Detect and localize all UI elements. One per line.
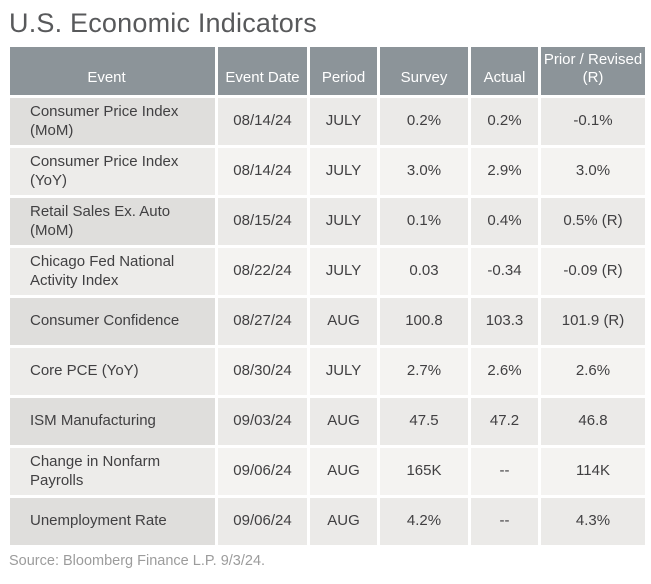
cell-event: Consumer Confidence [10,298,215,346]
cell-actual: 0.4% [471,198,538,246]
cell-prior-revised: 3.0% [541,148,645,196]
cell-period: JULY [310,198,377,246]
column-header-period: Period [310,47,377,96]
cell-actual: -- [471,448,538,496]
cell-actual: -0.34 [471,248,538,296]
cell-actual: 2.6% [471,348,538,396]
cell-prior-revised: 2.6% [541,348,645,396]
cell-event-date: 08/27/24 [218,298,307,346]
cell-event: Consumer Price Index (MoM) [10,98,215,146]
cell-event-date: 08/15/24 [218,198,307,246]
cell-event: Core PCE (YoY) [10,348,215,396]
column-header-survey: Survey [380,47,468,96]
column-header-actual: Actual [471,47,538,96]
cell-period: JULY [310,148,377,196]
cell-survey: 4.2% [380,498,468,546]
cell-period: AUG [310,398,377,446]
cell-period: JULY [310,248,377,296]
cell-event-date: 08/14/24 [218,148,307,196]
cell-period: AUG [310,498,377,546]
column-header-event: Event [10,47,215,96]
cell-event-date: 08/30/24 [218,348,307,396]
cell-prior-revised: 101.9 (R) [541,298,645,346]
cell-prior-revised: 114K [541,448,645,496]
cell-survey: 3.0% [380,148,468,196]
cell-survey: 2.7% [380,348,468,396]
cell-survey: 47.5 [380,398,468,446]
source-note: Source: Bloomberg Finance L.P. 9/3/24. [9,553,266,570]
cell-event: Retail Sales Ex. Auto (MoM) [10,198,215,246]
cell-actual: 103.3 [471,298,538,346]
cell-period: AUG [310,448,377,496]
cell-actual: -- [471,498,538,546]
cell-event-date: 09/06/24 [218,498,307,546]
cell-period: JULY [310,98,377,146]
cell-event: Change in Nonfarm Payrolls [10,448,215,496]
cell-event: Consumer Price Index (YoY) [10,148,215,196]
cell-prior-revised: 0.5% (R) [541,198,645,246]
cell-survey: 165K [380,448,468,496]
cell-prior-revised: -0.09 (R) [541,248,645,296]
economic-indicators-table: Event Event Date Period Survey Actual Pr… [10,47,645,546]
cell-event-date: 09/06/24 [218,448,307,496]
cell-survey: 0.2% [380,98,468,146]
cell-survey: 0.03 [380,248,468,296]
cell-actual: 0.2% [471,98,538,146]
cell-event: Chicago Fed National Activity Index [10,248,215,296]
cell-prior-revised: -0.1% [541,98,645,146]
cell-period: JULY [310,348,377,396]
cell-event-date: 08/14/24 [218,98,307,146]
column-header-prior-revised: Prior / Revised (R) [541,47,645,96]
cell-event-date: 09/03/24 [218,398,307,446]
column-header-event-date: Event Date [218,47,307,96]
cell-event: ISM Manufacturing [10,398,215,446]
cell-actual: 47.2 [471,398,538,446]
cell-event-date: 08/22/24 [218,248,307,296]
cell-prior-revised: 46.8 [541,398,645,446]
cell-survey: 0.1% [380,198,468,246]
cell-actual: 2.9% [471,148,538,196]
cell-survey: 100.8 [380,298,468,346]
cell-event: Unemployment Rate [10,498,215,546]
cell-period: AUG [310,298,377,346]
cell-prior-revised: 4.3% [541,498,645,546]
page-title: U.S. Economic Indicators [9,8,317,38]
